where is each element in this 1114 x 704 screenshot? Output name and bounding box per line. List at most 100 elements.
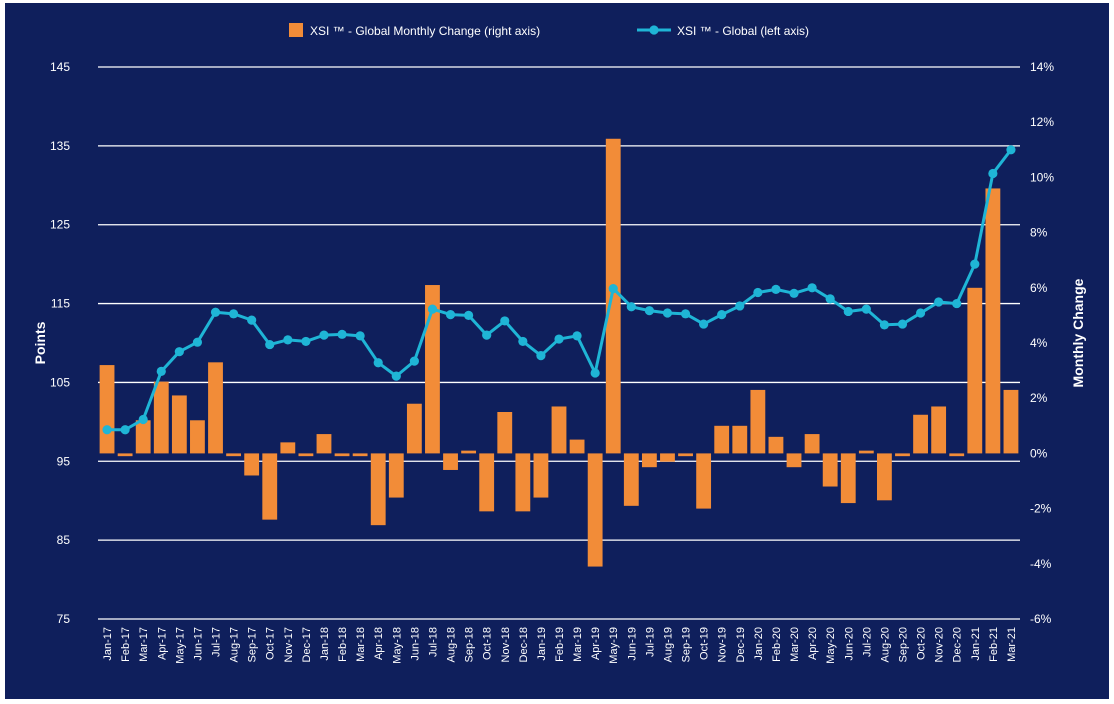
bar [840, 453, 856, 504]
axes: 75 85 95 105 115 125 135 145 -6% -4% -2% 0% 2% 4% 6% 8%… [32, 60, 1086, 664]
line-point [843, 306, 853, 317]
bar [280, 442, 296, 454]
line-point [554, 334, 564, 344]
bar [605, 138, 621, 454]
line-point [608, 283, 618, 294]
bar [99, 365, 115, 454]
left-tick-label: 85 [57, 533, 71, 547]
left-tick-label: 125 [50, 218, 70, 232]
x-tick-label: Mar-20 [789, 627, 801, 662]
x-tick-label: Aug-18 [446, 627, 458, 662]
bar [822, 453, 838, 487]
bar [461, 450, 477, 454]
line-point [590, 368, 600, 378]
x-tick-label: Feb-21 [988, 627, 1000, 662]
line-point [897, 319, 908, 329]
line-point [807, 283, 817, 293]
x-tick-label: Feb-18 [337, 627, 349, 662]
line-point [319, 330, 329, 340]
right-tick-label: 12% [1030, 115, 1054, 129]
x-tick-label: Nov-17 [283, 627, 295, 662]
legend-line-marker [649, 25, 659, 35]
chart: 75 85 95 105 115 125 135 145 -6% -4% -2% 0% 2% 4% 6% 8%… [5, 3, 1109, 699]
bar [533, 453, 549, 498]
bar [551, 406, 567, 454]
x-tick-label: Sep-20 [897, 627, 909, 662]
x-tick-label: Dec-20 [952, 627, 964, 662]
legend-bar-label: XSI ™ - Global Monthly Change (right axi… [310, 24, 540, 38]
line-point [192, 337, 203, 347]
x-tick-label: Jan-20 [753, 627, 765, 661]
x-tick-label: Jun-17 [192, 627, 204, 661]
right-tick-label: 14% [1030, 60, 1054, 74]
line-point [174, 347, 184, 357]
bar [370, 453, 386, 526]
right-tick-label: 4% [1030, 336, 1048, 350]
bar [388, 453, 404, 498]
line-point [952, 298, 962, 309]
line-point [500, 316, 510, 326]
bar [623, 453, 639, 506]
x-tick-label: Aug-19 [662, 627, 674, 662]
x-tick-label: Apr-19 [590, 627, 602, 660]
line-point [644, 306, 654, 316]
line-point [735, 301, 745, 311]
bar [641, 453, 657, 468]
x-tick-label: Feb-19 [554, 627, 566, 662]
bar [750, 389, 766, 454]
x-tick-label: Mar-17 [138, 627, 150, 662]
bar [678, 453, 693, 457]
bar [569, 439, 585, 454]
x-tick-label: Dec-19 [735, 627, 747, 662]
line-point [626, 302, 636, 312]
bar [732, 425, 748, 454]
bar [425, 285, 440, 454]
left-tick-label: 145 [50, 60, 70, 74]
x-tick-label: Dec-18 [518, 627, 530, 662]
x-tick-label: Jan-19 [536, 627, 548, 661]
x-tick-label: Nov-19 [717, 627, 729, 662]
bar [117, 453, 133, 457]
x-tick-label: Apr-20 [807, 627, 819, 660]
line-point [228, 309, 239, 319]
x-tick-label: Aug-20 [879, 627, 891, 662]
x-tick-label: Jul-17 [211, 627, 223, 657]
chart-background [5, 3, 1109, 699]
x-tick-label: Aug-17 [229, 627, 241, 662]
line-point [391, 371, 401, 381]
bar [226, 453, 242, 457]
line-point [572, 331, 582, 341]
bar [497, 412, 513, 454]
bar [913, 414, 928, 454]
x-tick-label: Feb-20 [771, 627, 783, 662]
left-axis-title: Points [32, 321, 48, 364]
right-tick-label: 6% [1030, 281, 1048, 295]
line-point [988, 168, 998, 179]
x-tick-label: Jun-18 [409, 627, 421, 661]
bar [696, 453, 712, 509]
line-point [861, 304, 871, 314]
bar [298, 453, 314, 457]
bar [714, 425, 730, 454]
x-tick-label: Sep-18 [464, 627, 476, 662]
line-point [753, 287, 763, 298]
legend-line-label: XSI ™ - Global (left axis) [677, 24, 809, 38]
line-point [373, 358, 383, 368]
bar [153, 381, 169, 454]
line-point [789, 288, 799, 298]
bar [479, 453, 495, 512]
x-tick-label: Oct-20 [916, 627, 928, 660]
left-tick-label: 135 [50, 139, 70, 153]
bar [804, 434, 820, 454]
line-series [102, 145, 1016, 435]
line-point [699, 319, 709, 329]
bar [244, 453, 260, 476]
left-tick-label: 105 [50, 375, 70, 389]
chart-container: 75 85 95 105 115 125 135 145 -6% -4% -2% 0% 2% 4% 6% 8%… [5, 3, 1109, 699]
x-tick-label: Oct-19 [699, 627, 711, 660]
line-point [717, 310, 727, 320]
bar [190, 420, 205, 454]
bar [443, 453, 458, 470]
x-tick-label: Nov-18 [500, 627, 512, 662]
right-tick-label: 10% [1030, 170, 1054, 184]
